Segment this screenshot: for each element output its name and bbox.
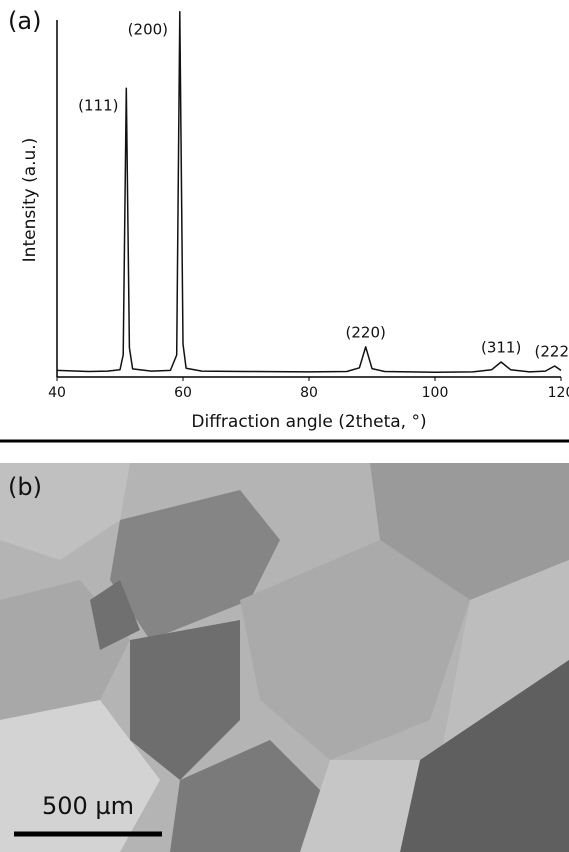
x-tick-label: 80 — [300, 385, 318, 401]
x-tick-label: 40 — [48, 385, 66, 401]
micrograph — [0, 463, 569, 852]
scale-bar-label: 500 µm — [42, 792, 134, 820]
x-tick-label: 60 — [174, 385, 192, 401]
xrd-line — [56, 11, 562, 373]
x-tick-label: 120 — [548, 385, 569, 401]
panel-label: (a) — [8, 7, 41, 35]
peak-label: (222) — [535, 342, 569, 360]
x-axis-title: Diffraction angle (2theta, °) — [191, 412, 426, 432]
panel-label: (b) — [8, 473, 42, 501]
y-axis-title: Intensity (a.u.) — [20, 138, 40, 263]
peak-label: (311) — [481, 338, 521, 356]
peak-label: (220) — [346, 323, 386, 341]
peak-label: (111) — [78, 97, 118, 115]
peak-label: (200) — [128, 20, 168, 38]
x-tick-label: 100 — [422, 385, 449, 401]
